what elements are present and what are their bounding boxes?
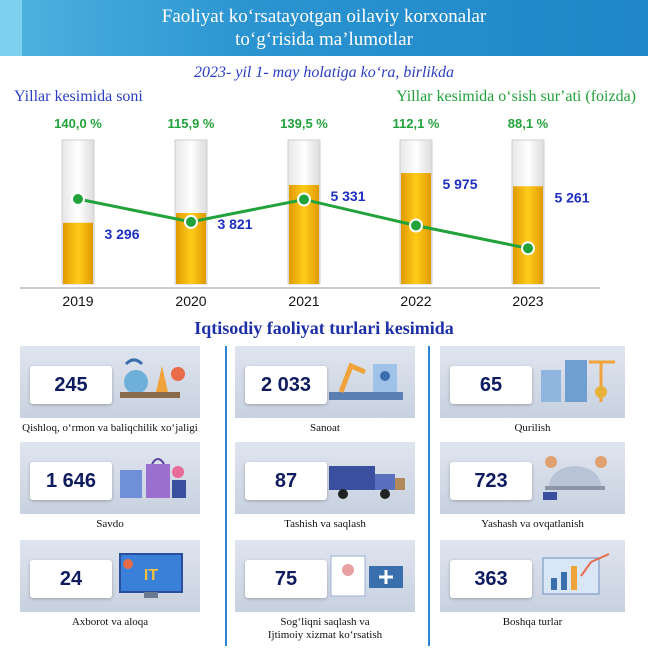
growth-point-2021 — [297, 192, 311, 207]
sector-card: IT 24 Axborot va aloqa — [20, 540, 200, 636]
factory-robot-icon — [321, 352, 411, 417]
sector-label: Savdo — [96, 518, 124, 530]
growth-point-2023 — [521, 241, 535, 256]
header-title-line1: Faoliyat koʻrsatayotgan oilaviy korxonal… — [161, 6, 487, 27]
growth-label-2023: 88,1 % — [508, 116, 549, 131]
column-divider-right — [428, 346, 430, 646]
sector-card: 1 646 Savdo — [20, 442, 200, 538]
growth-label-2020: 115,9 % — [168, 116, 215, 131]
sector-label: Tashish va saqlash — [284, 518, 366, 530]
it-monitor-icon: IT — [106, 546, 196, 611]
sector-label: Qurilish — [514, 422, 551, 434]
sector-label: Boshqa turlar — [502, 616, 563, 628]
sector-label: Yashash va ovqatlanish — [481, 518, 584, 530]
sector-card: 245 Qishloq, oʻrmon va baliqchilik xoʻjal… — [20, 346, 200, 442]
combo-chart: 3 296 2019 140,0 % 3 821 2020 115,9 % 5 331 202… — [20, 116, 600, 309]
x-tick-label-2020: 2020 — [175, 293, 206, 309]
header-accent — [0, 0, 22, 56]
medical-card-icon — [321, 546, 411, 611]
construction-icon — [531, 352, 621, 417]
sector-label: Sanoat — [310, 422, 340, 434]
agriculture-icon — [106, 352, 196, 417]
growth-point-2020 — [184, 214, 198, 229]
column-divider-left — [225, 346, 227, 646]
sector-label: Qishloq, oʻrmon va baliqchilik xoʻjaligi — [22, 422, 198, 434]
x-tick-label-2021: 2021 — [288, 293, 319, 309]
delivery-truck-icon — [321, 448, 411, 513]
bar-2023 — [513, 186, 543, 284]
sector-card: 723 Yashash va ovqatlanish — [440, 442, 625, 538]
sector-label: Sogʻliqni saqlash va Ijtimoiy xizmat koʻ… — [267, 616, 383, 641]
sector-value: 245 — [30, 366, 112, 404]
sector-value: 24 — [30, 560, 112, 598]
shopping-bags-icon — [106, 448, 196, 513]
sector-value: 65 — [450, 366, 532, 404]
left-series-label: Yillar kesimida soni — [14, 88, 143, 105]
bar-value-label-2021: 5 331 — [330, 188, 365, 204]
growth-label-2021: 139,5 % — [280, 116, 328, 131]
analytics-board-icon — [531, 546, 621, 611]
sector-value: 75 — [245, 560, 327, 598]
growth-label-2022: 112,1 % — [393, 116, 440, 131]
sector-label: Axborot va aloqa — [71, 616, 149, 628]
sector-card: 2 033 Sanoat — [235, 346, 415, 442]
bar-2019 — [63, 222, 93, 284]
sector-value: 363 — [450, 560, 532, 598]
sector-card: 87 Tashish va saqlash — [235, 442, 415, 538]
growth-point-2019 — [71, 192, 85, 206]
growth-point-2022 — [409, 218, 423, 233]
sector-value: 723 — [450, 462, 532, 500]
right-series-label: Yillar kesimida oʻsish surʼati (foizda) — [396, 88, 636, 105]
section-title: Iqtisodiy faoliyat turlari kesimida — [194, 318, 454, 338]
bar-value-label-2023: 5 261 — [554, 189, 589, 205]
sector-value: 87 — [245, 462, 327, 500]
header-title-line2: toʻgʻrisida maʼlumotlar — [235, 29, 413, 50]
growth-label-2019: 140,0 % — [54, 116, 102, 131]
x-tick-label-2019: 2019 — [62, 293, 93, 309]
bar-value-label-2019: 3 296 — [104, 226, 139, 242]
sector-value: 1 646 — [30, 462, 112, 500]
sector-card: 363 Boshqa turlar — [440, 540, 625, 636]
header-banner: Faoliyat koʻrsatayotgan oilaviy korxonal… — [0, 0, 648, 56]
bar-value-label-2022: 5 975 — [442, 176, 477, 192]
sector-value: 2 033 — [245, 366, 327, 404]
chart-subtitle: 2023- yil 1- may holatiga koʻra, birlikd… — [194, 64, 454, 81]
sector-card: 75 Sogʻliqni saqlash va Ijtimoiy xizmat k… — [235, 540, 415, 641]
x-tick-label-2022: 2022 — [400, 293, 431, 309]
catering-icon — [531, 448, 621, 513]
bar-value-label-2020: 3 821 — [217, 216, 252, 232]
svg-text:IT: IT — [144, 567, 158, 584]
sector-card: 65 Qurilish — [440, 346, 625, 442]
x-tick-label-2023: 2023 — [512, 293, 543, 309]
